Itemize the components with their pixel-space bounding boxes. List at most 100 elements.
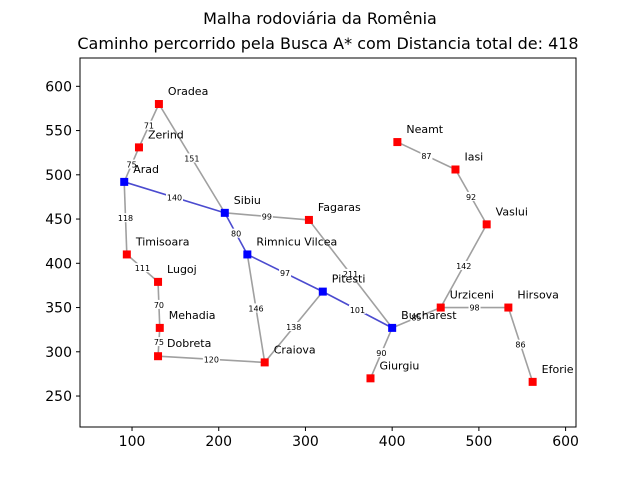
- edge-distance-label: 97: [280, 269, 290, 278]
- y-tick-label: 550: [45, 124, 72, 140]
- edge-distance-label: 151: [184, 154, 199, 163]
- city-label-pitesti: Pitesti: [332, 273, 366, 286]
- edge-distance-label: 70: [154, 301, 164, 310]
- edge-distance-label: 87: [421, 152, 431, 161]
- edge-distance-label: 98: [469, 304, 479, 313]
- edge-distance-label: 71: [144, 122, 154, 131]
- city-label-fagaras: Fagaras: [318, 201, 361, 214]
- node-pitesti: [318, 287, 327, 296]
- node-urziceni: [436, 303, 445, 312]
- y-tick-label: 450: [45, 212, 72, 228]
- x-tick-label: 600: [552, 434, 579, 450]
- chart-subtitle: Caminho percorrido pela Busca A* com Dis…: [77, 34, 578, 53]
- city-label-bucharest: Bucharest: [401, 309, 457, 322]
- node-arad: [120, 177, 129, 186]
- edge-label-bg: [342, 268, 360, 278]
- city-label-neamt: Neamt: [406, 123, 443, 136]
- node-dobreta: [154, 352, 163, 361]
- edge-label-bg: [348, 304, 366, 314]
- chart-title: Malha rodoviária da Romênia: [203, 9, 437, 28]
- node-giurgiu: [366, 374, 375, 383]
- x-tick-label: 100: [119, 434, 146, 450]
- edge-distance-label: 85: [411, 314, 421, 323]
- edge-label-bg: [202, 354, 220, 364]
- city-label-vaslui: Vaslui: [496, 205, 528, 218]
- edge-distance-label: 90: [376, 349, 386, 358]
- y-tick-label: 600: [45, 79, 72, 95]
- edge-distance-label: 146: [248, 304, 263, 313]
- edge-label-bg: [133, 263, 151, 273]
- edge-label-bg: [247, 303, 265, 313]
- edge-distance-label: 140: [167, 193, 182, 202]
- edge-label-bg: [285, 322, 303, 332]
- edge-label-bg: [514, 339, 527, 349]
- edge-distance-label: 75: [154, 338, 164, 347]
- edge-distance-label: 99: [262, 212, 272, 221]
- city-label-arad: Arad: [133, 163, 159, 176]
- edge-label-bg: [152, 337, 165, 347]
- edge-label-bg: [420, 150, 433, 160]
- node-rimnicu-vilcea: [243, 250, 252, 259]
- node-craiova: [260, 358, 269, 367]
- city-label-hirsova: Hirsova: [517, 289, 559, 302]
- y-tick-label: 300: [45, 345, 72, 361]
- city-label-oradea: Oradea: [168, 85, 208, 98]
- x-tick-label: 200: [205, 434, 232, 450]
- city-label-zerind: Zerind: [148, 128, 184, 141]
- edge-distance-label: 86: [515, 341, 525, 350]
- city-label-eforie: Eforie: [542, 363, 574, 376]
- node-mehadia: [155, 323, 164, 332]
- node-timisoara: [122, 250, 131, 259]
- city-label-urziceni: Urziceni: [450, 289, 494, 302]
- edge-label-bg: [465, 191, 478, 201]
- node-oradea: [154, 100, 163, 109]
- axes-frame: [79, 57, 577, 428]
- node-zerind: [134, 143, 143, 152]
- city-label-iasi: Iasi: [464, 150, 483, 163]
- y-tick-label: 400: [45, 256, 72, 272]
- city-label-timisoara: Timisoara: [135, 235, 190, 248]
- city-label-sibiu: Sibiu: [234, 194, 261, 207]
- node-hirsova: [504, 303, 513, 312]
- city-label-rimnicu-vilcea: Rimnicu Vilcea: [256, 235, 337, 248]
- edge-distance-label: 101: [350, 306, 365, 315]
- edge-distance-label: 138: [286, 323, 301, 332]
- node-bucharest: [388, 323, 397, 332]
- edge-label-bg: [279, 268, 292, 278]
- x-tick-label: 500: [466, 434, 493, 450]
- y-tick-label: 250: [45, 389, 72, 405]
- y-tick-label: 500: [45, 168, 72, 184]
- city-label-craiova: Craiova: [274, 343, 316, 356]
- edge-label-bg: [375, 348, 388, 358]
- edge-label-bg: [183, 153, 201, 163]
- city-label-mehadia: Mehadia: [169, 309, 216, 322]
- city-label-lugoj: Lugoj: [167, 263, 197, 276]
- y-tick-label: 350: [45, 301, 72, 317]
- edge-label-bg: [468, 302, 481, 312]
- x-tick-label: 400: [379, 434, 406, 450]
- edge-label-bg: [152, 299, 165, 309]
- edge-distance-label: 92: [466, 193, 476, 202]
- node-sibiu: [220, 208, 229, 217]
- edge-label-bg: [125, 159, 138, 169]
- node-neamt: [393, 138, 402, 147]
- edge-label-bg: [260, 211, 273, 221]
- edge-distance-label: 211: [343, 270, 358, 279]
- node-iasi: [451, 165, 460, 174]
- node-eforie: [528, 377, 537, 386]
- city-label-dobreta: Dobreta: [167, 337, 211, 350]
- edge-label-bg: [230, 228, 243, 238]
- node-vaslui: [482, 220, 491, 229]
- edge-distance-label: 118: [118, 214, 133, 223]
- edge-distance-label: 111: [135, 264, 150, 273]
- node-fagaras: [304, 215, 313, 224]
- edge-distance-label: 120: [204, 355, 219, 364]
- edge-label-bg: [410, 312, 423, 322]
- node-lugoj: [154, 277, 163, 286]
- edge-label-bg: [142, 120, 155, 130]
- edge-label-bg: [166, 192, 184, 202]
- edge-label-bg: [455, 260, 473, 270]
- x-tick-label: 300: [292, 434, 319, 450]
- plot-area: 100 200 300 400 500 600 250 300 350 400 450 500 550 6…: [45, 57, 579, 450]
